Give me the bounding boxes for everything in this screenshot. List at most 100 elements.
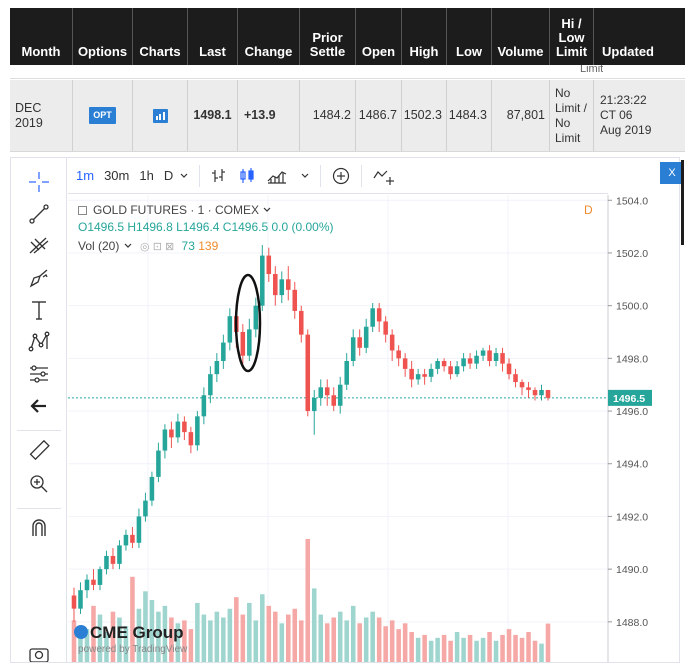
crosshair-icon[interactable] [25, 168, 53, 196]
candle-body [279, 279, 285, 296]
col-updated[interactable]: Updated [602, 44, 654, 59]
volume-bar [539, 643, 544, 662]
candle-body [227, 316, 233, 343]
col-prior-settle[interactable]: Prior Settle [300, 8, 356, 65]
volume-bar [350, 605, 356, 662]
fib-retracement-icon[interactable] [25, 232, 53, 260]
volume-bar [305, 539, 311, 662]
candle-body [162, 429, 168, 451]
symbol-title[interactable]: GOLD FUTURES · 1 · COMEX [93, 203, 260, 217]
volume-bar [545, 623, 551, 662]
candle-body [532, 389, 538, 396]
volume-bar [110, 611, 116, 662]
col-low[interactable]: Low [447, 8, 492, 65]
candle-body [513, 374, 518, 383]
ruler-icon[interactable] [25, 436, 53, 464]
close-button[interactable]: X [660, 162, 684, 184]
camera-icon[interactable] [25, 640, 53, 662]
candlestick-chart[interactable]: 1504.0 1502.0 1500.0 1498.0 1496.0 1494.0 1492… [68, 195, 668, 663]
magnet-icon[interactable] [25, 514, 53, 542]
volume-bar [104, 632, 109, 662]
collapse-icon[interactable] [78, 206, 87, 215]
logo-text: CME Group [90, 623, 184, 642]
candle-body [149, 476, 155, 501]
table-row[interactable]: DEC 2019 OPT 1498.1 +13.9 1484.2 1486.7 … [10, 80, 685, 152]
scrollbar[interactable] [681, 160, 684, 245]
trend-line-icon[interactable] [25, 200, 53, 228]
toolbar-divider [361, 164, 363, 187]
brush-icon[interactable] [25, 264, 53, 292]
candle-body [253, 305, 259, 330]
text-icon[interactable] [25, 296, 53, 324]
col-volume[interactable]: Volume [492, 8, 550, 65]
interval-1h[interactable]: 1h [139, 168, 154, 183]
volume-bar [234, 597, 239, 662]
axis-tick-label: 1496.0 [616, 406, 648, 418]
candle-body [383, 321, 388, 335]
cell-low: 1484.3 [447, 80, 492, 151]
compare-icon[interactable] [372, 166, 396, 186]
col-options[interactable]: Options [73, 8, 133, 65]
grid [68, 195, 608, 662]
cell-updated: 21:23:22 CT 06 Aug 2019 [600, 93, 652, 137]
col-open[interactable]: Open [356, 8, 402, 65]
bar-chart-icon[interactable] [152, 108, 168, 123]
volume-label[interactable]: Vol (20) [78, 239, 120, 253]
candle-body [344, 360, 349, 385]
col-hi-low-limit[interactable]: Hi / Low Limit [550, 8, 594, 65]
toolbar-divider [199, 164, 201, 187]
last-price-label: 1496.5 [613, 393, 645, 405]
col-last[interactable]: Last [188, 8, 238, 65]
candle-body [422, 374, 427, 377]
volume-bar [266, 605, 272, 662]
zoom-in-icon[interactable] [25, 470, 53, 498]
candle-body [110, 555, 116, 564]
add-indicator-icon[interactable] [331, 166, 351, 186]
interval-d[interactable]: D [163, 168, 174, 183]
candle-body [104, 555, 109, 570]
candle-body [175, 421, 181, 438]
volume-bar [506, 629, 512, 662]
chevron-down-icon[interactable] [300, 172, 310, 180]
volume-bar [428, 640, 434, 662]
price-axis[interactable]: 1504.0 1502.0 1500.0 1498.0 1496.0 1494.0 1492… [607, 195, 652, 663]
interval-1m[interactable]: 1m [76, 168, 95, 183]
candle-body [500, 353, 505, 364]
chevron-down-icon[interactable] [179, 172, 189, 180]
prediction-icon[interactable] [25, 360, 53, 388]
col-change[interactable]: Change [238, 8, 300, 65]
chart-plot-area[interactable]: 1504.0 1502.0 1500.0 1498.0 1496.0 1494.0 1492… [68, 195, 668, 663]
volume-bar [480, 637, 486, 662]
volume-bar [156, 611, 161, 662]
volume-bar [143, 591, 148, 662]
col-high[interactable]: High [402, 8, 447, 65]
volume-bar [273, 611, 278, 662]
area-style-icon[interactable] [266, 167, 290, 185]
candles-style-icon[interactable] [238, 167, 256, 185]
volume-bar [214, 611, 220, 662]
volume-bar [260, 594, 265, 662]
chevron-down-icon[interactable] [262, 206, 272, 214]
candle-body [311, 397, 317, 412]
volume-bar [448, 640, 453, 662]
interval-30m[interactable]: 30m [104, 168, 130, 183]
volume-bar [324, 623, 330, 662]
cell-month: DEC 2019 [10, 80, 73, 151]
back-arrow-icon[interactable] [25, 392, 53, 420]
chevron-down-icon[interactable] [123, 242, 133, 250]
options-badge[interactable]: OPT [89, 107, 116, 124]
bars-style-icon[interactable] [210, 167, 228, 185]
indicator-controls-icon[interactable]: ◎ ⊡ ⊠ [140, 241, 175, 253]
col-month[interactable]: Month [10, 8, 73, 65]
candle-body [526, 387, 531, 390]
volume-bars [71, 539, 551, 662]
candle-body [130, 534, 135, 543]
candle-body [493, 353, 499, 361]
volume-bar [195, 602, 200, 662]
powered-by[interactable]: powered by TradingView [78, 644, 188, 655]
pattern-icon[interactable] [25, 328, 53, 356]
col-charts[interactable]: Charts [133, 8, 188, 65]
candle-body [136, 516, 142, 543]
cell-charts [133, 80, 188, 151]
candle-body [260, 255, 265, 306]
